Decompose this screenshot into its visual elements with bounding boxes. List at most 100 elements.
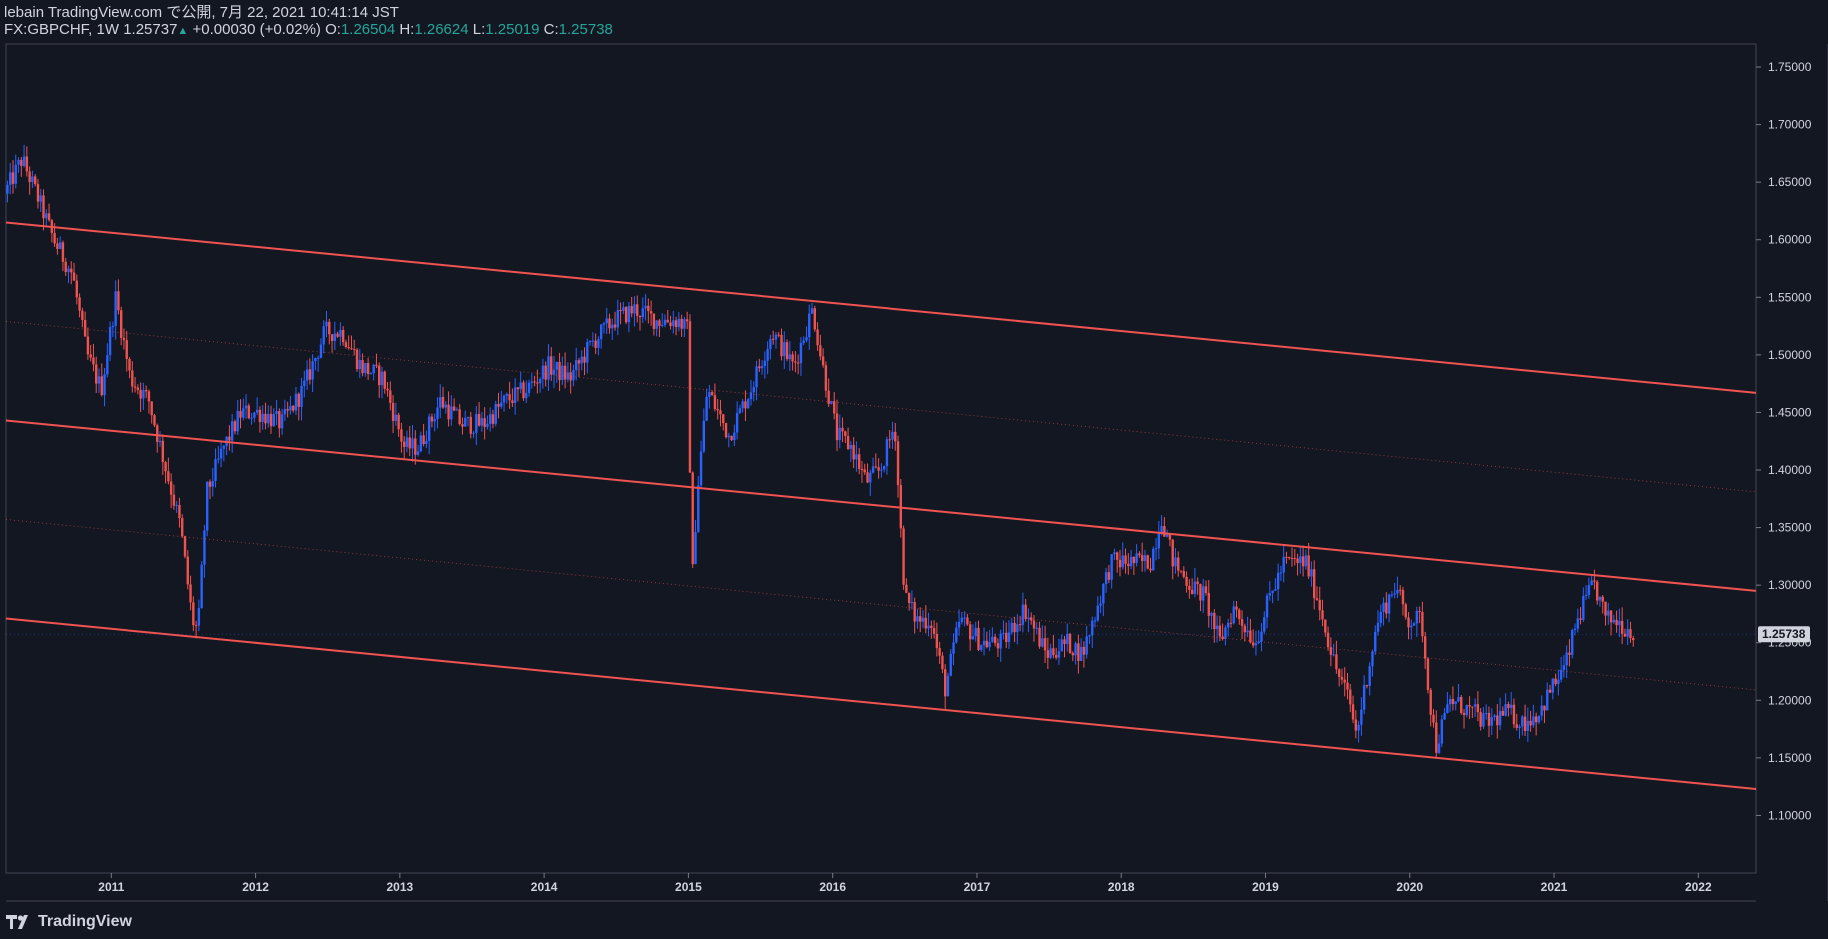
candle-body <box>375 364 378 366</box>
candle <box>1035 622 1038 635</box>
candle <box>1451 686 1455 711</box>
candle-body <box>1365 685 1369 687</box>
tradingview-footer[interactable]: TradingView <box>6 913 132 931</box>
candle-body <box>1085 636 1088 655</box>
candle-body <box>1204 586 1208 593</box>
candle-body <box>1041 638 1044 647</box>
candle <box>70 261 73 285</box>
candle <box>885 436 889 475</box>
candle-body <box>289 405 292 411</box>
candle <box>1462 709 1466 729</box>
candle <box>1157 521 1161 560</box>
candle <box>161 434 165 475</box>
candle <box>1601 594 1604 614</box>
candle-body <box>780 334 783 357</box>
candle <box>949 649 952 677</box>
candle <box>358 348 361 379</box>
candle-body <box>97 376 101 384</box>
candle <box>555 361 558 383</box>
candle-body <box>36 184 40 202</box>
candle <box>444 401 448 414</box>
candle-body <box>1540 705 1543 716</box>
candle-body <box>583 356 586 363</box>
candle <box>1057 638 1061 665</box>
candle <box>641 297 644 323</box>
candle-body <box>835 413 839 441</box>
candle <box>1387 593 1391 623</box>
candle <box>83 311 87 337</box>
candle-body <box>641 308 644 318</box>
candle <box>1013 616 1016 643</box>
candle <box>1251 629 1255 648</box>
candle <box>6 180 9 203</box>
candle <box>117 279 120 315</box>
channel-line <box>5 617 1757 790</box>
candle-body <box>1118 559 1122 568</box>
candle <box>39 188 42 212</box>
candle-body <box>1437 743 1441 753</box>
candle-body <box>1421 612 1424 637</box>
candle-body <box>680 318 683 329</box>
candle <box>1490 708 1493 736</box>
candle <box>1546 682 1549 711</box>
candle-body <box>1210 612 1213 616</box>
candle <box>971 624 975 640</box>
candle-body <box>1557 679 1560 685</box>
candle-body <box>1340 676 1344 680</box>
candle-body <box>1559 669 1563 680</box>
price-axis[interactable]: 1.100001.150001.200001.250001.300001.350… <box>1756 60 1812 822</box>
candle <box>558 352 561 391</box>
candle <box>1448 695 1452 712</box>
candle <box>1487 706 1491 738</box>
candle <box>86 327 90 360</box>
candle <box>974 621 977 642</box>
candle <box>164 460 167 484</box>
candle <box>771 330 775 345</box>
price-tick: 1.35000 <box>1756 521 1812 535</box>
candle <box>1121 542 1124 570</box>
candle-body <box>402 441 406 447</box>
candle-body <box>1066 633 1069 645</box>
candle-body <box>330 334 334 342</box>
candle-body <box>292 405 295 411</box>
candles-layer <box>6 144 1635 758</box>
candle <box>963 611 966 627</box>
high-label: H: <box>399 21 415 38</box>
candle <box>841 417 844 443</box>
candle <box>1595 580 1599 605</box>
candle <box>1179 570 1183 574</box>
candle-body <box>630 306 633 314</box>
candle <box>633 296 636 327</box>
candle-body <box>608 318 611 329</box>
candle <box>1290 547 1294 567</box>
candle <box>805 326 808 343</box>
chart-frame <box>5 43 1828 902</box>
candle <box>1182 566 1186 579</box>
candle-body <box>844 431 847 437</box>
candle <box>364 362 367 377</box>
candle-body <box>1490 717 1493 726</box>
candle <box>441 386 445 409</box>
candle <box>1243 623 1247 642</box>
candle-body <box>1620 620 1624 634</box>
candle-body <box>1146 555 1149 569</box>
time-tick-label: 2014 <box>531 880 558 894</box>
candle <box>919 607 922 633</box>
candle <box>1052 634 1055 659</box>
candle-body <box>1612 619 1616 623</box>
time-axis[interactable]: 2011 2012 2013 2014 2015 2016 2017 2018 2019 2020… <box>98 873 1712 894</box>
candle <box>372 363 375 381</box>
candle <box>1346 672 1349 700</box>
candle-body <box>1182 571 1186 577</box>
candle-body <box>516 387 520 390</box>
candle <box>747 398 750 409</box>
candle-body <box>1460 696 1463 713</box>
candle <box>785 339 789 362</box>
candle-body <box>1324 619 1327 633</box>
candle <box>935 622 939 657</box>
candle <box>932 620 936 639</box>
candle-body <box>552 369 556 375</box>
channel-midline <box>5 519 1757 691</box>
candle <box>708 385 711 409</box>
